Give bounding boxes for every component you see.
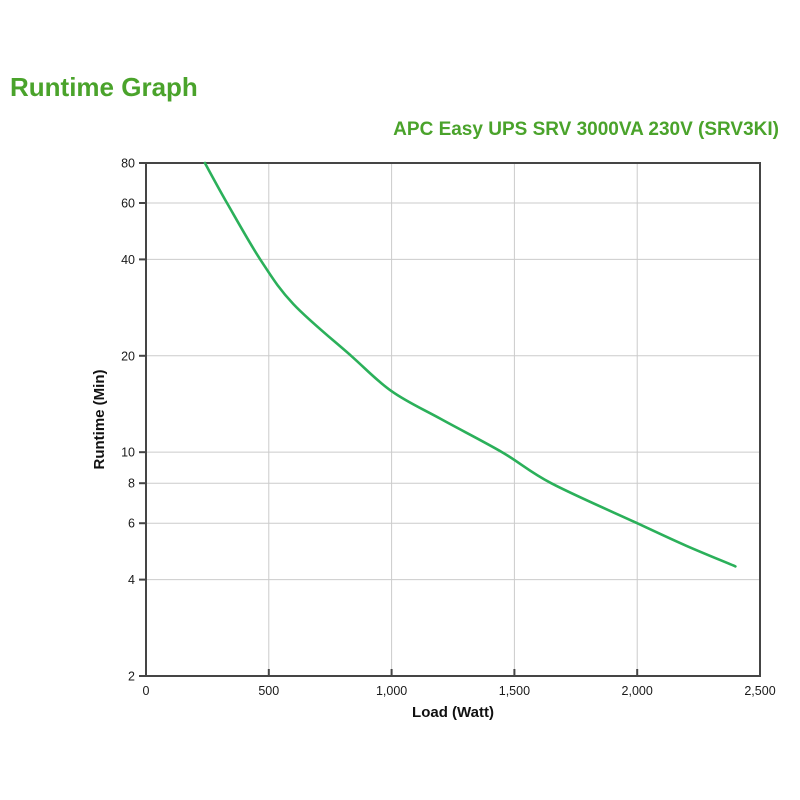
page-title: Runtime Graph	[10, 72, 198, 102]
y-tick-label: 6	[128, 517, 135, 531]
x-axis-label: Load (Watt)	[412, 704, 494, 721]
x-tick-label: 2,000	[622, 684, 653, 698]
runtime-curve	[203, 161, 737, 568]
y-tick-label: 20	[121, 349, 135, 363]
x-tick-label: 1,500	[499, 684, 530, 698]
y-tick-label: 40	[121, 253, 135, 267]
x-tick-label: 500	[258, 684, 279, 698]
y-tick-label: 8	[128, 477, 135, 491]
y-tick-label: 10	[121, 446, 135, 460]
chart-subtitle: APC Easy UPS SRV 3000VA 230V (SRV3KI)	[393, 119, 779, 140]
x-tick-label: 1,000	[376, 684, 407, 698]
y-tick-label: 2	[128, 670, 135, 684]
y-tick-label: 80	[121, 157, 135, 171]
x-tick-label: 2,500	[744, 684, 775, 698]
y-axis-label: Runtime (Min)	[91, 370, 108, 470]
y-tick-label: 60	[121, 197, 135, 211]
y-tick-label: 4	[128, 573, 135, 587]
plot-border	[145, 162, 761, 677]
x-tick-label: 0	[143, 684, 150, 698]
